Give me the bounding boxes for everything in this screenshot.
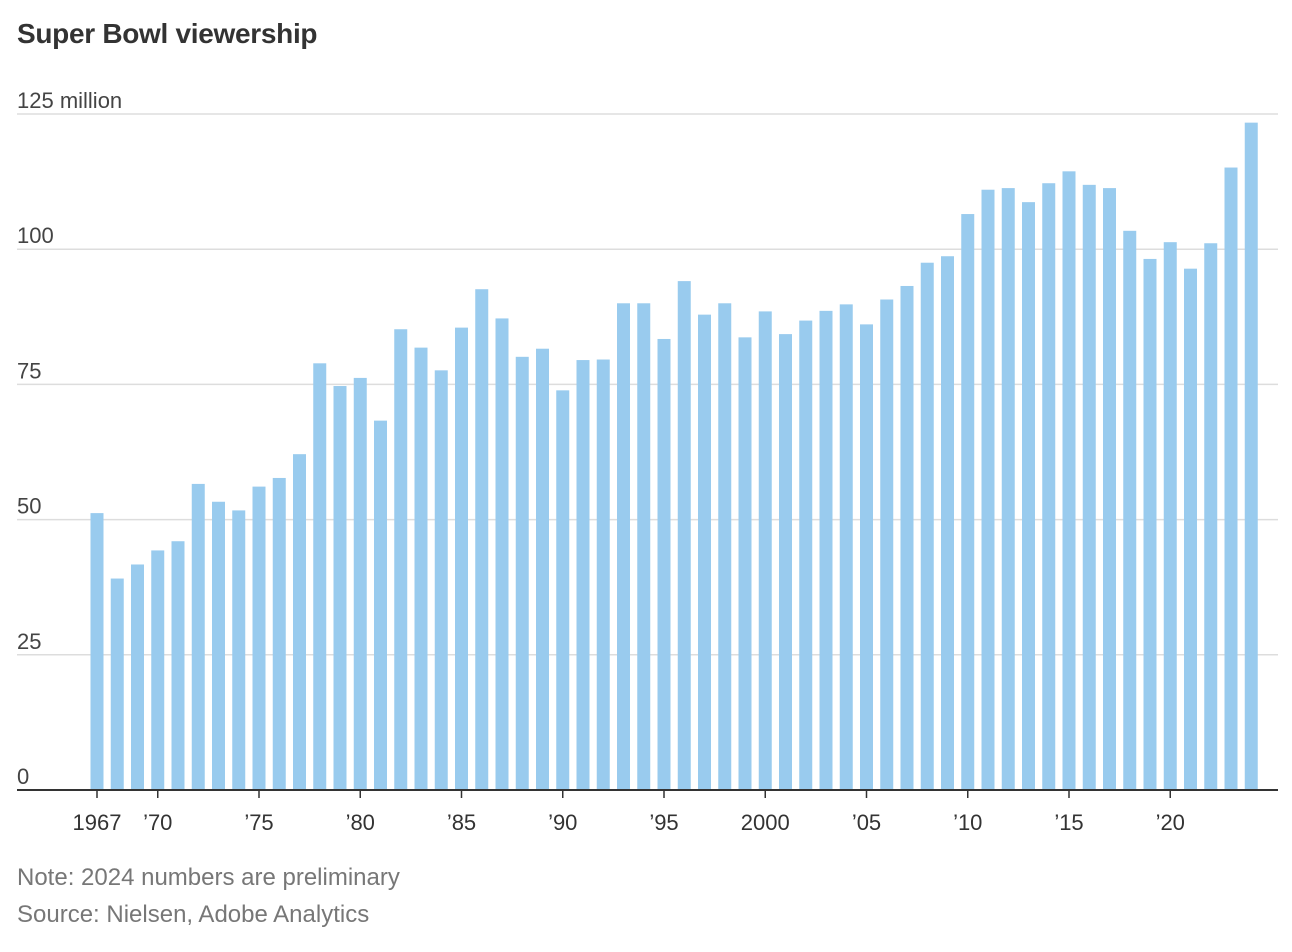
x-tick-label: ’90 — [548, 810, 577, 835]
bar-2011 — [981, 189, 995, 790]
bar-chart: 0 25 50 75 100 125 million 1967 ’70 ’75 ’80 ’85 ’9… — [17, 88, 1278, 835]
bar-2012 — [1001, 188, 1015, 790]
chart-title: Super Bowl viewership — [17, 18, 318, 49]
bar-2019 — [1143, 258, 1157, 790]
y-tick-label: 125 million — [17, 88, 122, 113]
bar-1988 — [515, 356, 529, 790]
chart-note: Note: 2024 numbers are preliminary — [17, 864, 400, 891]
bar-2020 — [1163, 242, 1177, 790]
x-tick-label: ’95 — [649, 810, 678, 835]
x-axis-ticks: 1967 ’70 ’75 ’80 ’85 ’90 ’95 2000 ’05 ’10 ’15 ’20 — [73, 790, 1185, 835]
bar-2007 — [900, 285, 914, 790]
bar-1984 — [434, 370, 448, 790]
bar-1969 — [131, 564, 144, 790]
bar-2014 — [1042, 183, 1056, 790]
bar-1979 — [333, 386, 347, 790]
bar-1995 — [657, 338, 671, 790]
bars — [90, 122, 1258, 791]
bar-1987 — [495, 318, 509, 790]
bar-1982 — [394, 329, 408, 790]
bar-2009 — [941, 256, 954, 790]
bar-1970 — [151, 550, 165, 790]
chart-source: Source: Nielsen, Adobe Analytics — [17, 901, 370, 928]
bar-2017 — [1103, 188, 1116, 790]
y-tick-label: 50 — [17, 494, 41, 519]
bar-2008 — [920, 262, 934, 791]
y-tick-label: 0 — [17, 764, 29, 789]
bar-1971 — [171, 541, 185, 790]
bar-2024 — [1244, 122, 1258, 790]
bar-2003 — [819, 310, 833, 790]
x-tick-label: 2000 — [741, 810, 790, 835]
y-tick-label: 75 — [17, 358, 41, 383]
bar-1997 — [698, 314, 711, 790]
bar-2021 — [1184, 268, 1197, 790]
bar-1986 — [475, 289, 489, 790]
bar-1990 — [556, 390, 570, 790]
bar-1993 — [617, 303, 630, 790]
bar-1972 — [191, 483, 205, 790]
bar-2002 — [799, 320, 813, 790]
bar-1977 — [293, 454, 306, 790]
bar-2016 — [1082, 184, 1096, 791]
bar-1983 — [414, 347, 428, 790]
x-tick-label: ’75 — [244, 810, 273, 835]
bar-2015 — [1062, 171, 1076, 790]
bar-2010 — [961, 214, 975, 791]
bar-1985 — [455, 327, 468, 790]
bar-1967 — [90, 513, 104, 790]
bar-1975 — [252, 486, 266, 790]
bar-1980 — [353, 377, 367, 790]
bar-1998 — [718, 303, 732, 790]
bar-1976 — [272, 477, 286, 790]
bar-2005 — [860, 324, 873, 790]
bar-2023 — [1224, 167, 1238, 791]
bar-2001 — [779, 334, 792, 790]
x-tick-label: ’70 — [143, 810, 172, 835]
x-tick-label: ’85 — [447, 810, 476, 835]
bar-1996 — [677, 281, 691, 790]
x-tick-label: ’10 — [953, 810, 982, 835]
bar-2000 — [758, 311, 772, 790]
y-tick-label: 25 — [17, 629, 41, 654]
bar-1999 — [738, 337, 752, 790]
bar-2018 — [1123, 230, 1137, 790]
bar-1989 — [536, 348, 549, 790]
x-tick-label: ’15 — [1054, 810, 1083, 835]
bar-2013 — [1022, 202, 1035, 791]
bar-2022 — [1204, 243, 1218, 790]
bar-1994 — [637, 303, 651, 790]
bar-1968 — [110, 578, 124, 790]
bar-2004 — [839, 304, 853, 790]
bar-1992 — [596, 359, 610, 790]
bar-1974 — [232, 510, 246, 790]
bar-1973 — [212, 501, 225, 790]
x-tick-label: 1967 — [73, 810, 122, 835]
x-tick-label: ’20 — [1156, 810, 1185, 835]
bar-2006 — [880, 299, 894, 790]
y-tick-label: 100 — [17, 223, 54, 248]
bar-1991 — [576, 360, 590, 790]
bar-1981 — [374, 420, 387, 790]
x-tick-label: ’80 — [346, 810, 375, 835]
x-tick-label: ’05 — [852, 810, 881, 835]
bar-1978 — [313, 363, 327, 790]
y-axis-ticks: 0 25 50 75 100 125 million — [17, 88, 122, 789]
